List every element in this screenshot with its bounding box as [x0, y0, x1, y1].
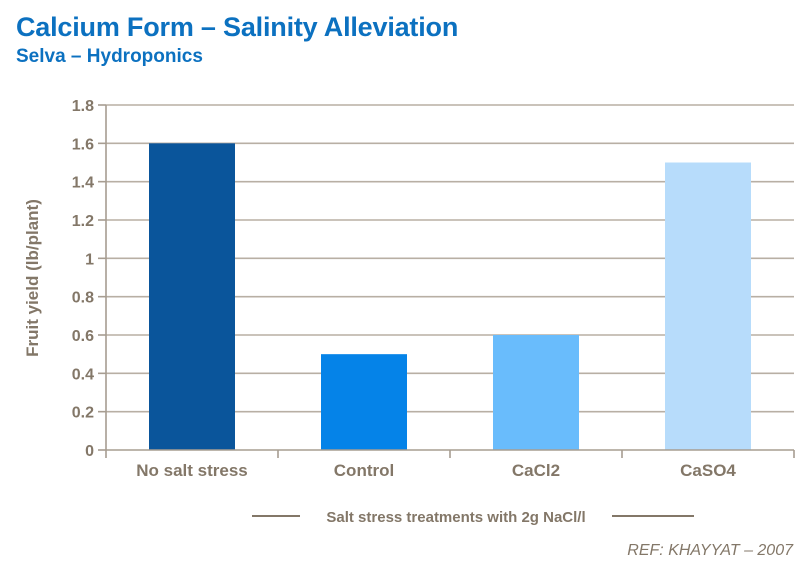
x-category-label: No salt stress: [136, 461, 248, 480]
y-tick-label: 1.2: [72, 213, 94, 230]
y-tick-label: 0.8: [72, 290, 94, 307]
x-category-label: CaSO4: [680, 461, 736, 480]
chart-subtitle: Selva – Hydroponics: [16, 46, 203, 67]
y-tick-label: 0.6: [72, 328, 94, 345]
axes: [98, 104, 795, 458]
y-tick-label: 0.4: [72, 366, 94, 383]
x-category-label: Control: [334, 461, 394, 480]
chart-title: Calcium Form – Salinity Alleviation: [16, 12, 459, 42]
bar-no-salt-stress: [149, 143, 235, 451]
y-tick-label: 0: [85, 443, 94, 460]
y-tick-label: 1.4: [72, 175, 94, 192]
bar-caso4: [665, 162, 751, 450]
reference-note: REF: KHAYYAT – 2007: [627, 542, 794, 559]
x-axis-title: Salt stress treatments with 2g NaCl/l: [326, 509, 585, 526]
bar-cacl2: [493, 335, 579, 450]
y-tick-label: 1.6: [72, 136, 94, 153]
y-tick-label: 1.8: [72, 98, 94, 115]
x-category-label: CaCl2: [512, 461, 560, 480]
tick-labels: 0 0.2 0.4 0.6 0.8 1 1.2 1.4 1.6 1.8 No salt stress…: [72, 98, 737, 480]
y-axis-title: Fruit yield (lb/plant): [23, 199, 42, 357]
y-tick-label: 1: [85, 251, 94, 268]
bar-control: [321, 354, 407, 450]
bars: [149, 143, 751, 451]
y-tick-label: 0.2: [72, 405, 94, 422]
